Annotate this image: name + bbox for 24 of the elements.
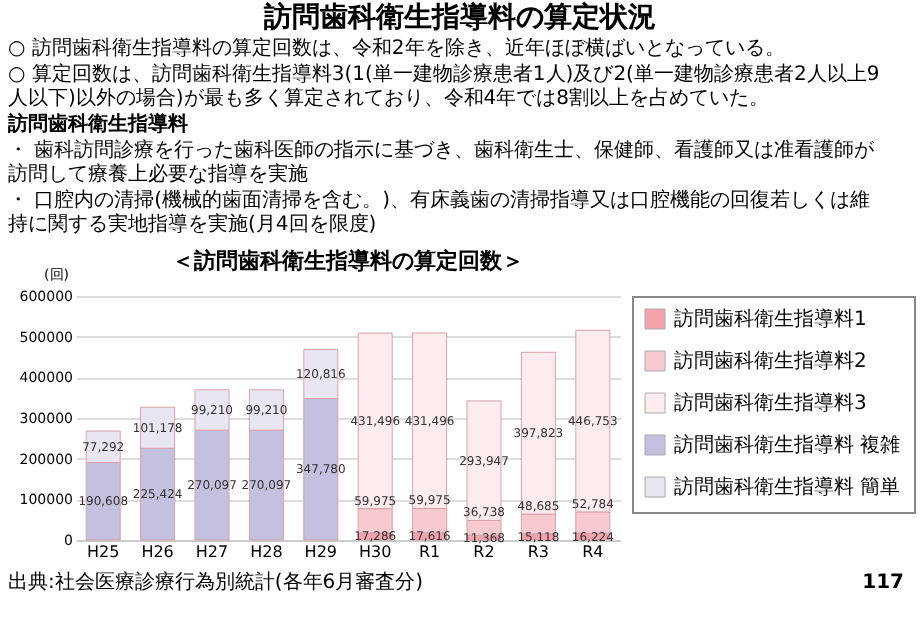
text: ・ 歯科訪問診療を行った歯科医師の指示に基づき、歯科衛生士、保健師、看護師又は准看護師が訪問して療養上必要な指導を実施 <box>8 138 877 186</box>
legend-label: 訪問歯科衛生指導料3 <box>674 391 867 415</box>
x-tick-label: R3 <box>527 543 550 561</box>
legend-label: 訪問歯科衛生指導料2 <box>674 349 867 373</box>
legend-label: 訪問歯科衛生指導料1 <box>674 307 867 331</box>
x-tick-label: R2 <box>473 543 495 561</box>
x-tick-label: H27 <box>195 543 229 561</box>
legend-label: 訪問歯科衛生指導料 簡単 <box>674 475 901 499</box>
x-tick-label: H25 <box>87 543 120 561</box>
text: 117 <box>862 572 905 594</box>
chart-title: ＜訪問歯科衛生指導料の算定回数＞ <box>172 248 524 274</box>
text: ○ 算定回数は、訪問歯科衛生指導料3(1(単一建物診療患者1人)及び2(単一建物診療患者2人以上9人以下)以外の場合)が最も多く算定されており、令和4年では8割以上を占めていた。 <box>8 62 880 110</box>
text: ・ 口腔内の清掃(機械的歯面清掃を含む。)、有床義歯の清掃指導又は口腔機能の回復若しくは維持に関する実地指導を実施(月4回を限度) <box>8 188 870 236</box>
text: 訪問歯科衛生指導料 <box>6 112 188 136</box>
x-tick-label: H30 <box>359 543 392 561</box>
source-note: 出典:社会医療診療行為別統計(各年6月審査分) <box>8 570 424 594</box>
legend-label: 訪問歯科衛生指導料 複雑 <box>674 433 901 457</box>
x-tick-label: H26 <box>141 543 174 561</box>
x-tick-label: R4 <box>582 543 604 561</box>
x-tick-label: H29 <box>304 543 337 561</box>
x-tick-label: H28 <box>250 543 283 561</box>
text: ○ 訪問歯科衛生指導料の算定回数は、令和2年を除き、近年ほぼ横ばいとなっている。 <box>8 36 785 60</box>
x-tick-label: R1 <box>418 543 441 561</box>
text: 訪問歯科衛生指導料の算定状況 <box>262 0 656 34</box>
